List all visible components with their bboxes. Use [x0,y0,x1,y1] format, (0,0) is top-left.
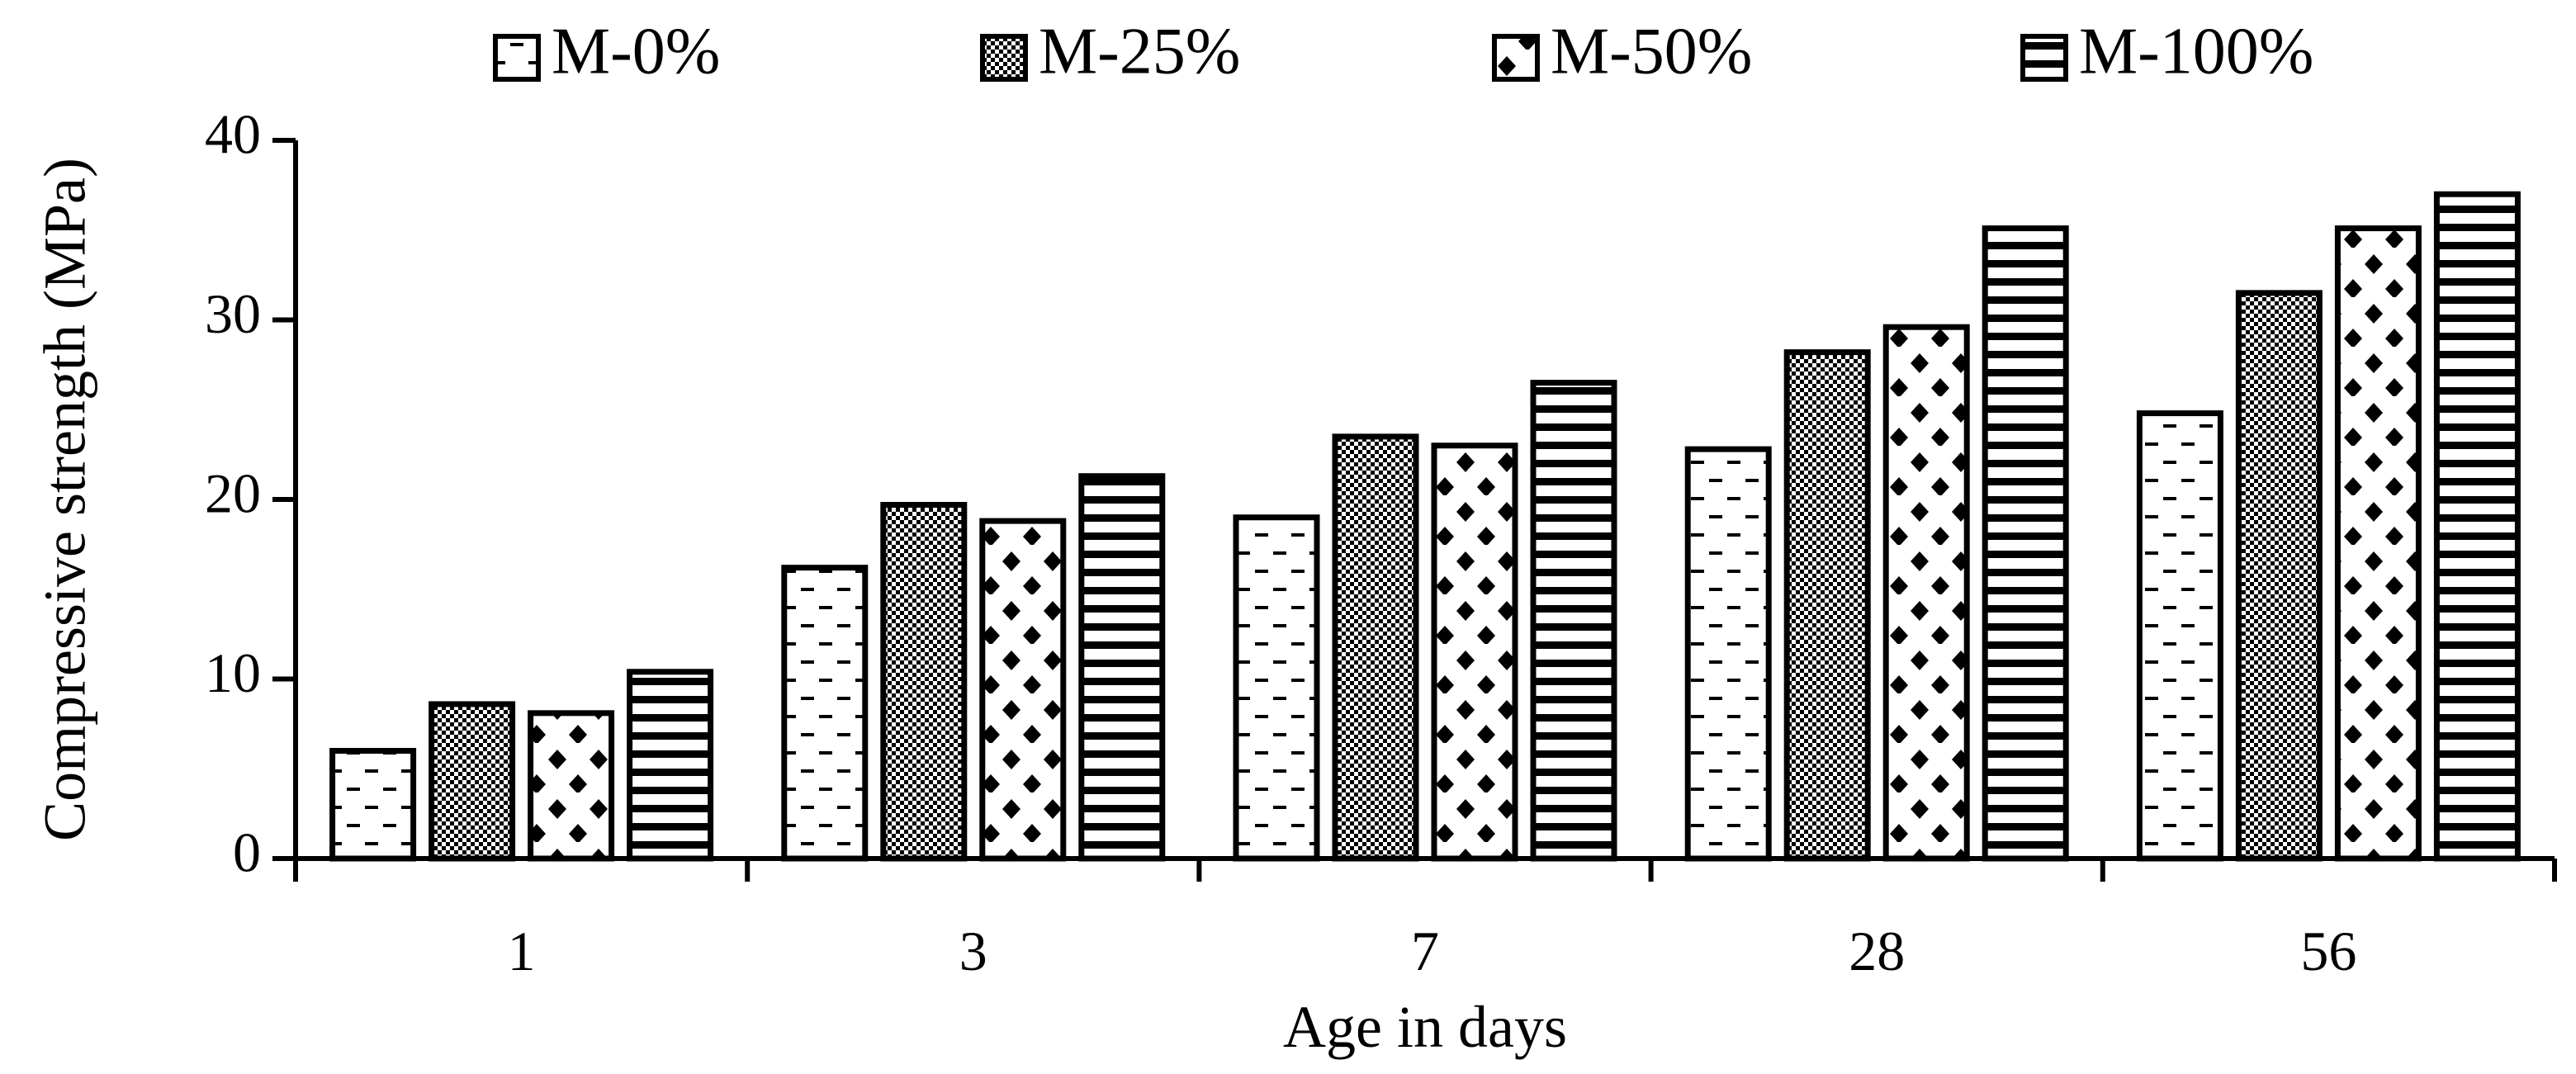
bar-m-25pct-day-3 [880,502,968,862]
bar-m-0pct-day-1 [329,748,417,862]
bar-m-0pct-day-7 [1233,514,1320,862]
x-axis-title: Age in days [1283,994,1567,1060]
y-ticks: 0 10 20 30 40 [205,103,296,884]
bar-m-100pct-day-1 [627,669,714,862]
x-tick-label: 7 [1411,920,1439,982]
bar-m-50pct-day-3 [979,518,1067,862]
bar-m-25pct-day-56 [2235,290,2323,862]
bar-m-50pct-day-1 [528,710,615,862]
bar-m-100pct-day-56 [2433,191,2521,862]
x-tick-label: 28 [1849,920,1905,982]
y-tick-label: 20 [205,462,261,525]
legend-swatch-m-50pct [1492,34,1540,82]
bar-m-25pct-day-28 [1783,349,1871,862]
y-axis-title: Compressive strength (MPa) [32,158,98,841]
x-tick-label: 1 [508,920,536,982]
legend-label: M-25% [1039,15,1240,88]
bar-m-25pct-day-7 [1332,433,1419,862]
bar-m-0pct-day-56 [2136,410,2223,862]
x-ticks: 1 3 7 28 56 [293,859,2557,982]
bar-m-50pct-day-28 [1882,324,1970,862]
legend-label: M-50% [1551,15,1752,88]
y-tick-label: 30 [205,282,261,345]
x-tick-label: 3 [959,920,987,982]
legend-swatch-m-25pct [980,34,1028,82]
legend-label: M-0% [552,15,720,88]
legend-swatch-m-0pct [493,34,541,82]
y-tick-label: 10 [205,641,261,704]
bar-m-0pct-day-28 [1684,446,1772,862]
bar-m-100pct-day-7 [1530,380,1617,862]
x-tick-label: 56 [2300,920,2356,982]
y-tick-label: 0 [233,821,261,884]
bar-m-100pct-day-3 [1078,473,1166,862]
bar-m-50pct-day-7 [1431,442,1518,862]
legend-swatch-m-100pct [2020,34,2068,82]
bar-m-0pct-day-3 [781,565,869,862]
bar-m-100pct-day-28 [1982,225,2069,862]
y-tick-label: 40 [205,103,261,166]
bar-m-25pct-day-1 [429,701,516,862]
legend: M-0% M-25% M-50% M-100% [493,15,2313,88]
bars [329,191,2521,862]
bar-m-50pct-day-56 [2334,225,2422,862]
legend-label: M-100% [2079,15,2313,88]
y-axis-title-group: Compressive strength (MPa) [32,158,98,841]
